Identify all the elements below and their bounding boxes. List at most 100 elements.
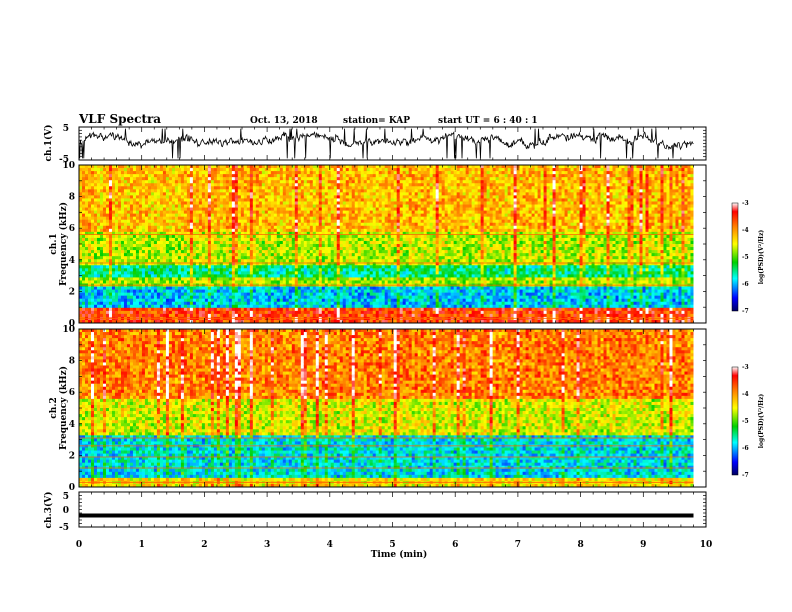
spectrogram-cell — [252, 301, 257, 306]
spectrogram-cell — [153, 280, 158, 284]
spectrogram-cell — [222, 201, 227, 205]
spectrogram-cell — [315, 253, 320, 257]
spectrogram-cell — [93, 310, 98, 315]
spectrogram-cell — [120, 228, 125, 233]
spectrogram-cell — [288, 301, 293, 306]
spectrogram-cell — [120, 204, 125, 208]
spectrogram-cell — [297, 268, 302, 272]
spectrogram-cell — [294, 222, 299, 227]
spectrogram-cell — [351, 216, 356, 221]
spectrogram-cell — [333, 201, 338, 205]
spectrogram-cell — [198, 198, 203, 202]
spectrogram-cell — [243, 228, 248, 233]
spectrogram-cell — [162, 307, 167, 312]
spectrogram-cell — [249, 228, 254, 233]
spectrogram-cell — [168, 231, 173, 236]
spectrogram-cell — [207, 277, 212, 281]
spectrogram-cell — [333, 237, 338, 242]
spectrogram-cell — [195, 177, 200, 181]
spectrogram-cell — [282, 189, 287, 193]
spectrogram-cell — [243, 165, 248, 169]
spectrogram-cell — [198, 250, 203, 254]
spectrogram-cell — [300, 165, 305, 169]
spectrogram-cell — [315, 189, 320, 193]
spectrogram-cell — [321, 310, 326, 315]
spectrogram-cell — [156, 310, 161, 315]
spectrogram-cell — [168, 313, 173, 318]
spectrogram-cell — [213, 240, 218, 245]
spectrogram-cell — [90, 280, 95, 284]
spectrogram-cell — [96, 237, 101, 242]
spectrogram-cell — [156, 219, 161, 224]
spectrogram-cell — [234, 295, 239, 300]
spectrogram-cell — [93, 268, 98, 272]
spectrogram-cell — [162, 174, 167, 178]
spectrogram-cell — [297, 231, 302, 236]
spectrogram-cell — [288, 240, 293, 245]
spectrogram-cell — [264, 195, 269, 199]
spectrogram-cell — [153, 183, 158, 187]
spectrogram-cell — [210, 180, 215, 184]
spectrogram-cell — [183, 265, 188, 269]
spectrogram-cell — [138, 225, 143, 230]
spectrogram-cell — [309, 301, 314, 306]
spectrogram-cell — [123, 237, 128, 242]
spectrogram-cell — [147, 198, 152, 202]
spectrogram-cell — [240, 201, 245, 205]
spectrogram-cell — [82, 271, 86, 275]
spectrogram-cell — [198, 240, 203, 245]
spectrogram-cell — [219, 216, 224, 221]
spectrogram-cell — [90, 183, 95, 187]
spectrogram-cell — [108, 307, 113, 312]
spectrogram-cell — [174, 171, 179, 175]
spectrogram-cell — [357, 171, 362, 175]
spectrogram-cell — [297, 234, 302, 239]
spectrogram-cell — [198, 319, 203, 324]
spectrogram-cell — [84, 319, 89, 324]
spectrogram-cell — [129, 228, 134, 233]
spectrogram-cell — [204, 186, 209, 190]
spectrogram-cell — [348, 268, 353, 272]
spectrogram-cell — [225, 177, 230, 181]
spectrogram-cell — [87, 256, 92, 260]
spectrogram-cell — [225, 165, 230, 169]
spectrogram-cell — [270, 250, 275, 254]
spectrogram-cell — [237, 262, 242, 266]
spectrogram-cell — [309, 198, 314, 202]
spectrogram-cell — [171, 234, 176, 239]
spectrogram-cell — [288, 174, 293, 178]
spectrogram-cell — [300, 277, 305, 281]
spectrogram-cell — [186, 256, 191, 260]
spectrogram-cell — [159, 253, 164, 257]
spectrogram-cell — [105, 313, 110, 318]
spectrogram-cell — [120, 201, 125, 205]
spectrogram-cell — [273, 204, 278, 208]
spectrogram-cell — [255, 298, 260, 303]
spectrogram-cell — [315, 292, 320, 297]
spectrogram-cell — [201, 253, 206, 257]
spectrogram-cell — [189, 192, 194, 196]
spectrogram-cell — [129, 262, 134, 266]
spectrogram-cell — [225, 307, 230, 312]
spectrogram-cell — [333, 216, 338, 221]
spectrogram-cell — [165, 168, 170, 172]
spectrogram-cell — [255, 186, 260, 190]
spectrogram-cell — [84, 280, 89, 284]
spectrogram-cell — [93, 234, 98, 239]
spectrogram-cell — [117, 231, 122, 236]
spectrogram-cell — [345, 295, 350, 300]
spectrogram-cell — [351, 228, 356, 233]
spectrogram-cell — [183, 313, 188, 318]
spectrogram-cell — [135, 265, 140, 269]
spectrogram-cell — [117, 192, 122, 196]
spectrogram-cell — [153, 207, 158, 211]
spectrogram-cell — [117, 304, 122, 309]
spectrogram-cell — [258, 204, 263, 208]
spectrogram-cell — [246, 253, 251, 257]
spectrogram-cell — [82, 228, 86, 233]
spectrogram-cell — [300, 304, 305, 309]
spectrogram-cell — [114, 313, 119, 318]
spectrogram-cell — [144, 183, 149, 187]
spectrogram-cell — [207, 310, 212, 315]
spectrogram-cell — [345, 259, 350, 263]
